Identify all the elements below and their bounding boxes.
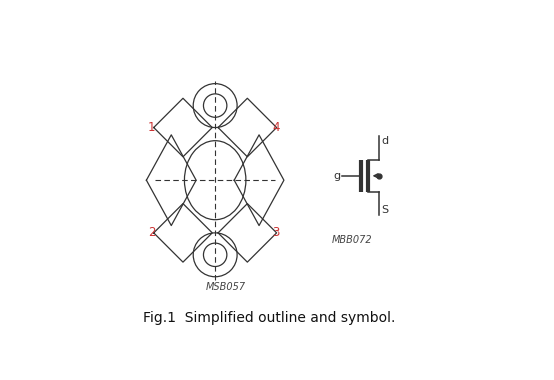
Text: MBB072: MBB072 bbox=[332, 235, 373, 245]
Text: 2: 2 bbox=[148, 226, 155, 239]
Text: 4: 4 bbox=[272, 121, 280, 134]
Text: 3: 3 bbox=[272, 226, 280, 239]
Text: MSB057: MSB057 bbox=[206, 282, 245, 292]
Text: 1: 1 bbox=[148, 121, 155, 134]
Text: S: S bbox=[381, 205, 388, 215]
Text: d: d bbox=[381, 136, 388, 146]
Text: g: g bbox=[333, 171, 340, 181]
Text: Fig.1  Simplified outline and symbol.: Fig.1 Simplified outline and symbol. bbox=[143, 311, 396, 325]
